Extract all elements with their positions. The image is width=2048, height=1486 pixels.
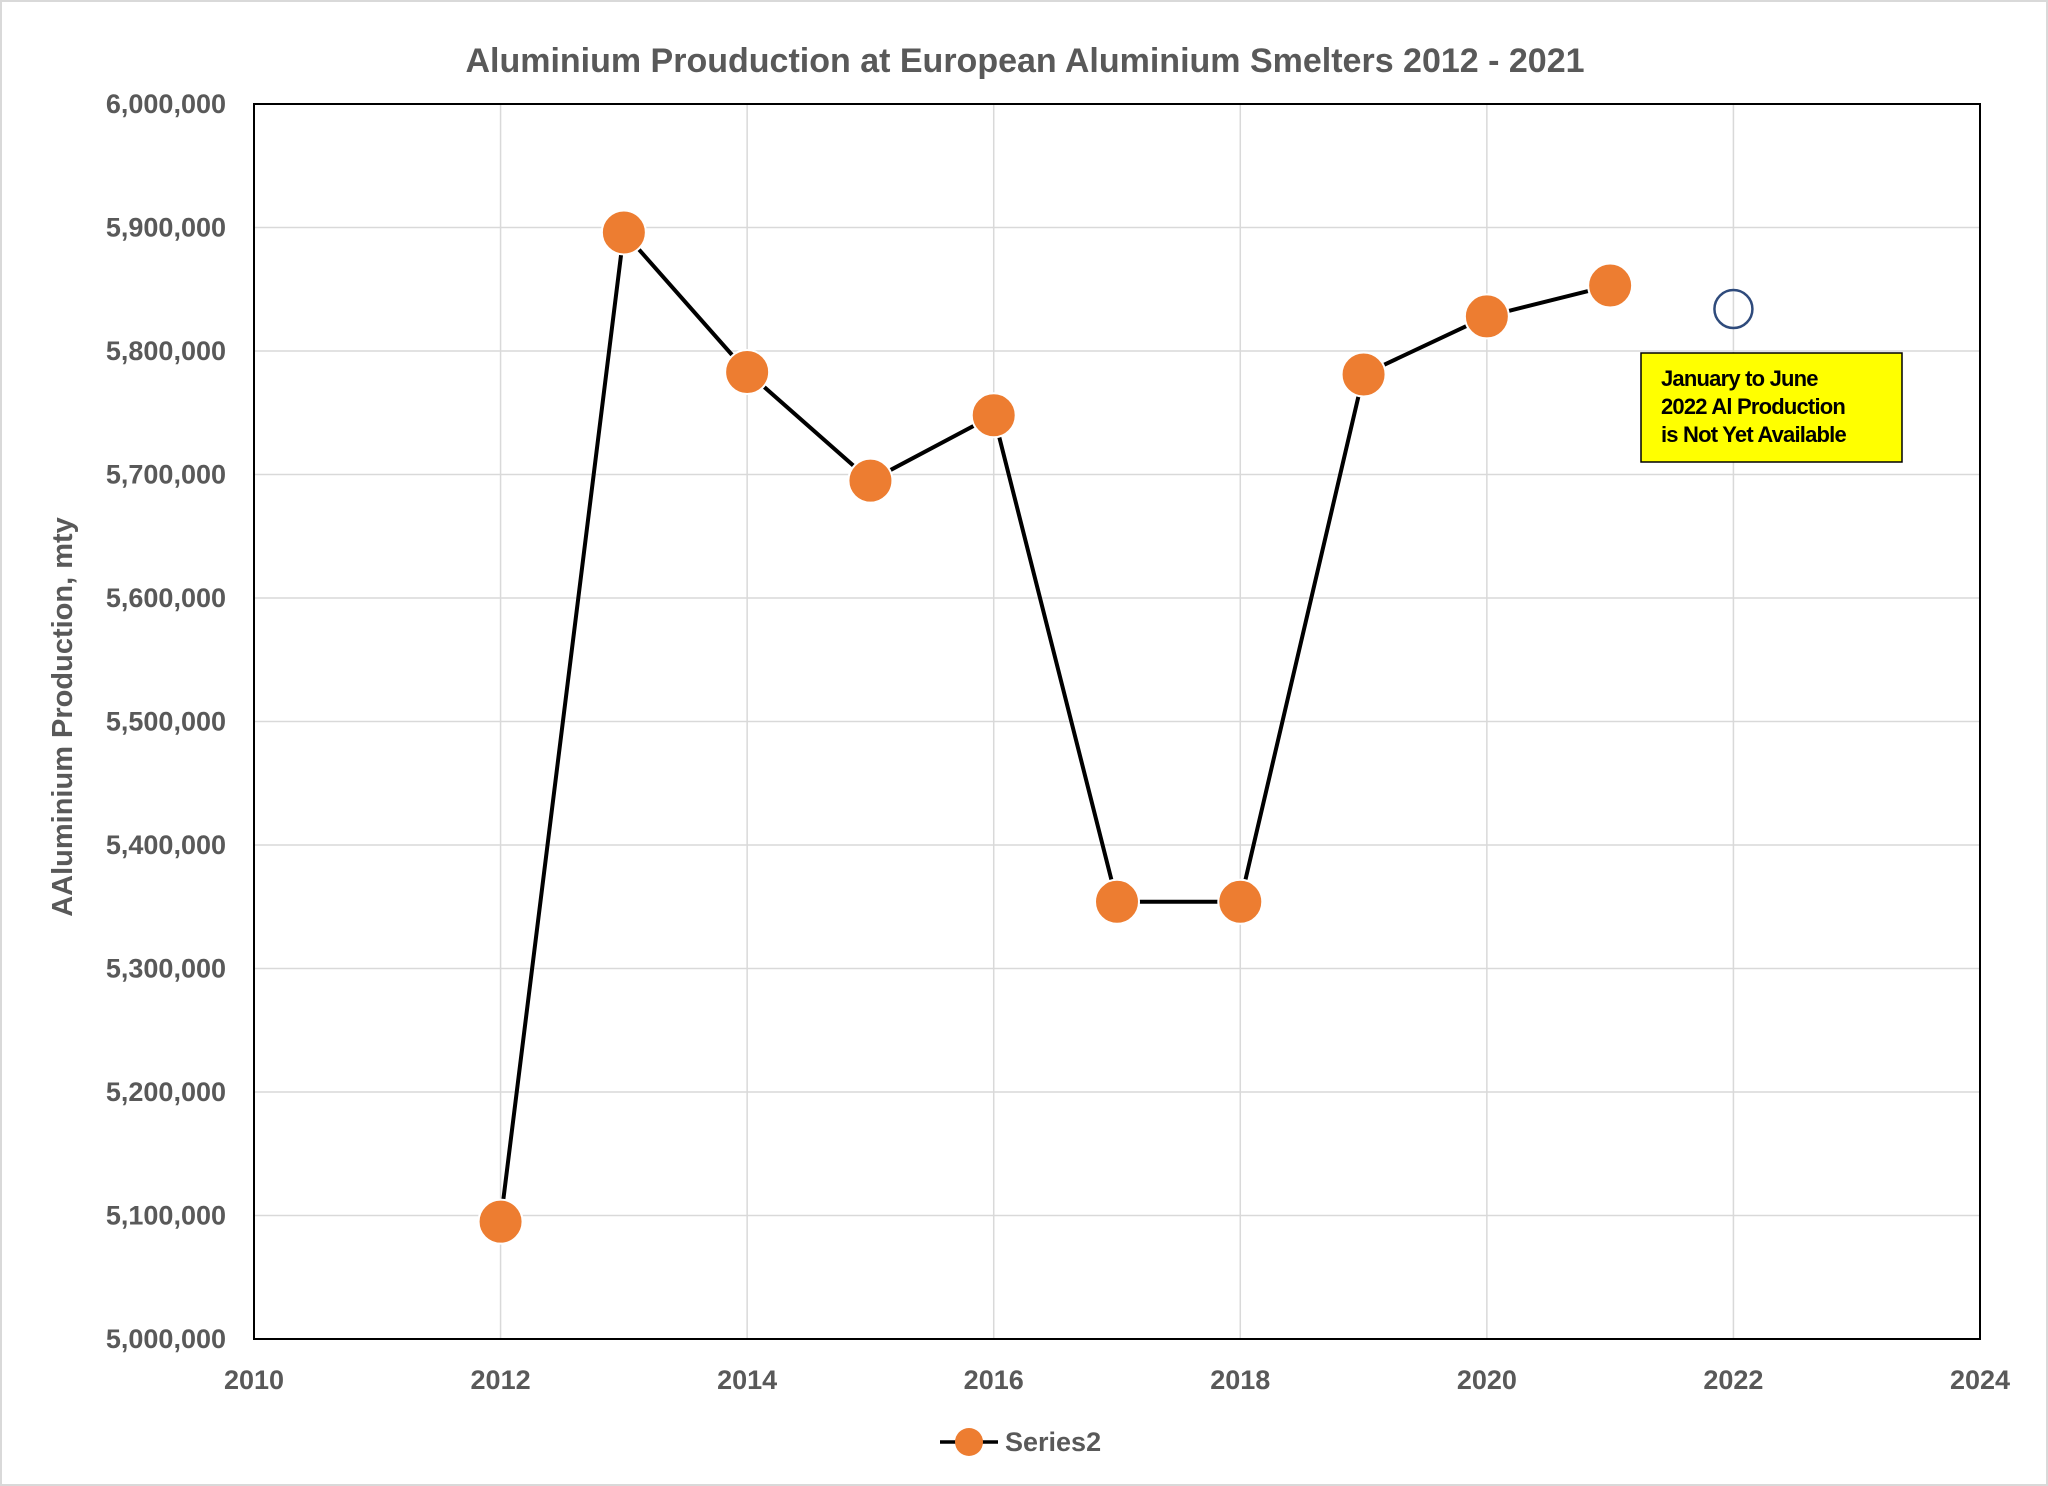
data-point-2016	[970, 392, 1017, 439]
x-tick-label: 2020	[1457, 1365, 1517, 1395]
data-point-2015	[847, 457, 894, 504]
x-axis-ticks: 2010 2012 2014 2016 2018 2020 2022 2024	[224, 1365, 2010, 1395]
annotation-box: January to June 2022 Al Production is No…	[1640, 352, 1903, 463]
legend-marker-swatch	[955, 1428, 983, 1456]
data-point-2018	[1217, 878, 1264, 925]
y-tick-label: 5,700,000	[106, 460, 226, 490]
data-point-2014	[724, 348, 771, 395]
chart-title: Aluminium Prouduction at European Alumin…	[465, 42, 1584, 80]
x-tick-label: 2018	[1210, 1365, 1270, 1395]
data-point-2020	[1463, 293, 1510, 340]
x-tick-label: 2016	[964, 1365, 1024, 1395]
plot-area-border	[253, 103, 1981, 1340]
annotation-line-1: January to June	[1661, 366, 1818, 391]
y-tick-label: 5,900,000	[106, 213, 226, 243]
y-tick-label: 5,100,000	[106, 1201, 226, 1231]
y-tick-label: 6,000,000	[106, 89, 226, 119]
y-tick-label: 5,200,000	[106, 1077, 226, 1107]
y-axis-label: AAluminium Production, mty	[47, 517, 79, 917]
data-point-2013	[600, 209, 647, 256]
highlight-marker-2022	[1713, 288, 1754, 330]
y-tick-label: 5,000,000	[106, 1324, 226, 1354]
annotation-line-2: 2022 Al Production	[1661, 394, 1845, 419]
y-tick-label: 5,400,000	[106, 830, 226, 860]
series-layer	[477, 209, 1634, 1245]
x-tick-label: 2022	[1703, 1365, 1763, 1395]
legend: Series2	[940, 1427, 1101, 1457]
y-tick-label: 5,600,000	[106, 583, 226, 613]
y-tick-label: 5,500,000	[106, 707, 226, 737]
data-point-2019	[1340, 351, 1387, 398]
annotation-line-3: is Not Yet Available	[1661, 422, 1846, 447]
y-tick-label: 5,800,000	[106, 336, 226, 366]
legend-label-series2: Series2	[1005, 1427, 1101, 1457]
y-axis-ticks: 5,000,000 5,100,000 5,200,000 5,300,000 5,40…	[106, 89, 226, 1354]
data-point-2017	[1094, 878, 1140, 925]
highlight-layer	[1713, 288, 1754, 330]
data-point-2021	[1587, 262, 1634, 309]
x-tick-label: 2014	[717, 1365, 777, 1395]
x-tick-label: 2024	[1950, 1365, 2010, 1395]
x-tick-label: 2010	[224, 1365, 284, 1395]
annotation-background	[1640, 352, 1903, 463]
x-tick-label: 2012	[471, 1365, 531, 1395]
series-line	[498, 230, 1611, 1222]
y-tick-label: 5,300,000	[106, 954, 226, 984]
data-point-2012	[477, 1198, 524, 1245]
